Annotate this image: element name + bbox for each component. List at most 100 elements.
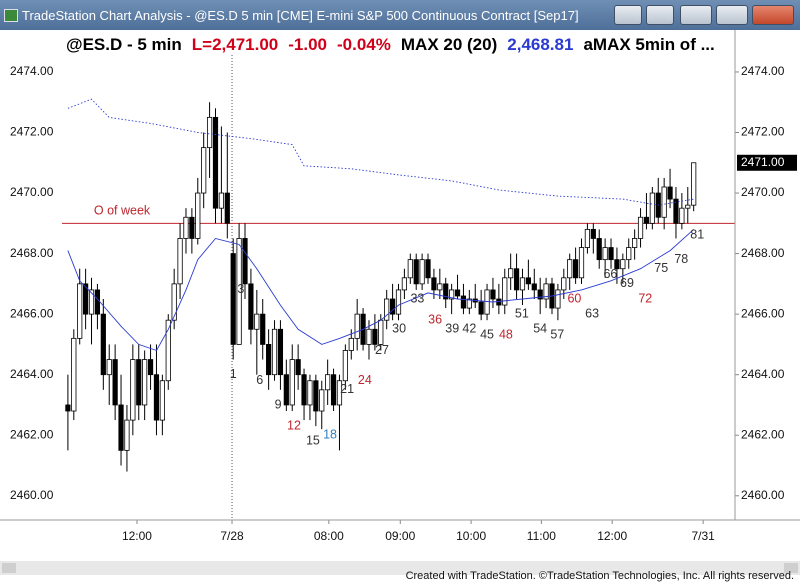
candle-body xyxy=(413,259,419,285)
bar-count-label: 9 xyxy=(275,397,282,411)
candle-body xyxy=(419,259,425,285)
bar-count-label: 54 xyxy=(533,322,547,336)
i-button[interactable] xyxy=(646,5,674,25)
indicator-value: 2,468.81 xyxy=(507,35,574,54)
bar-count-label: 51 xyxy=(515,306,529,320)
indicator-line xyxy=(67,98,694,206)
candle-body xyxy=(596,238,602,261)
candle-body xyxy=(537,289,543,300)
candle-body xyxy=(189,216,195,239)
candle-body xyxy=(153,374,160,421)
candle-body xyxy=(691,162,697,206)
candle-body xyxy=(319,389,325,412)
candle-body xyxy=(496,298,502,306)
bar-count-label: 33 xyxy=(410,291,424,305)
candle-body xyxy=(395,289,402,315)
bar-count-label: 72 xyxy=(638,291,652,305)
candle-body xyxy=(661,186,667,218)
candle-body xyxy=(632,238,638,248)
candle-body xyxy=(206,116,213,149)
candle-body xyxy=(254,313,260,330)
bar-count-label: 36 xyxy=(428,312,442,326)
last-price-box xyxy=(737,154,797,171)
x-tick-label: 12:00 xyxy=(597,529,627,543)
bar-count-label: 1 xyxy=(230,367,237,381)
candle-body xyxy=(313,380,319,412)
bar-count-label: 24 xyxy=(358,373,372,387)
candle-body xyxy=(561,277,567,291)
candle-body xyxy=(573,259,579,279)
candle-body xyxy=(159,380,165,421)
candle-body xyxy=(525,277,531,285)
candle-body xyxy=(271,328,278,376)
indicator-name: MAX 20 (20) xyxy=(400,35,498,54)
candle-body xyxy=(407,259,413,279)
candle-body xyxy=(77,283,83,339)
minimize-button[interactable] xyxy=(680,5,712,25)
maximize-button[interactable] xyxy=(716,5,748,25)
bar-count-label: 69 xyxy=(620,276,634,290)
candle-body xyxy=(667,186,673,200)
x-tick-label: 11:00 xyxy=(527,529,556,543)
candle-body xyxy=(147,359,154,376)
candle-body xyxy=(460,295,467,309)
candle-body xyxy=(466,298,472,309)
candle-body xyxy=(212,116,219,209)
bar-count-label: 21 xyxy=(340,382,354,396)
candle-body xyxy=(336,380,343,406)
bar-count-label: 57 xyxy=(550,328,564,342)
candle-body xyxy=(201,147,207,194)
candle-body xyxy=(142,359,148,406)
candle-body xyxy=(112,359,118,406)
candle-body xyxy=(130,359,136,421)
scroll-right[interactable] xyxy=(784,563,798,573)
scroll-left[interactable] xyxy=(2,563,16,573)
y-tick-label: 2474.00 xyxy=(741,64,785,78)
candle-body xyxy=(106,359,112,376)
candle-body xyxy=(124,419,130,451)
s-button[interactable] xyxy=(614,5,642,25)
candle-body xyxy=(224,192,230,224)
candle-body xyxy=(183,216,189,239)
candle-body xyxy=(295,359,301,376)
candle-body xyxy=(679,207,685,224)
bar-count-label: 6 xyxy=(256,373,263,387)
symbol-title: @ES.D - 5 min xyxy=(66,35,182,54)
candle-body xyxy=(378,319,384,345)
candle-body xyxy=(372,328,378,345)
candle-body xyxy=(195,192,201,239)
y-tick-label: 2470.00 xyxy=(741,185,785,199)
y-tick-label: 2468.00 xyxy=(10,246,54,260)
bar-count-label: 66 xyxy=(603,267,617,281)
bar-count-label: 78 xyxy=(674,252,688,266)
candle-body xyxy=(614,259,620,270)
candle-body xyxy=(236,238,242,345)
bar-count-label: 42 xyxy=(462,322,476,336)
candle-body xyxy=(449,289,455,300)
app-icon xyxy=(4,9,18,22)
candle-body xyxy=(443,283,449,300)
y-tick-label: 2464.00 xyxy=(10,367,54,381)
candle-body xyxy=(165,319,171,382)
candle-body xyxy=(342,350,348,382)
candle-body xyxy=(325,374,331,391)
bar-count-label: 75 xyxy=(654,261,668,275)
candle-body xyxy=(94,289,101,315)
candle-body xyxy=(513,268,520,291)
candle-body xyxy=(543,283,549,300)
candle-body xyxy=(283,374,289,406)
candle-body xyxy=(531,283,537,291)
candle-body xyxy=(354,313,360,339)
candle-body xyxy=(118,404,124,451)
candle-body xyxy=(366,328,372,345)
close-button[interactable] xyxy=(752,5,794,25)
candle-body xyxy=(242,238,248,285)
candle-body xyxy=(431,277,437,291)
y-tick-label: 2460.00 xyxy=(741,488,785,502)
quote-item: -1.00 xyxy=(288,35,328,54)
footer: Created with TradeStation. ©TradeStation… xyxy=(405,570,794,582)
scrollbar[interactable] xyxy=(0,561,800,575)
candle-body xyxy=(608,247,614,261)
window-title: TradeStation Chart Analysis - @ES.D 5 mi… xyxy=(22,8,579,23)
